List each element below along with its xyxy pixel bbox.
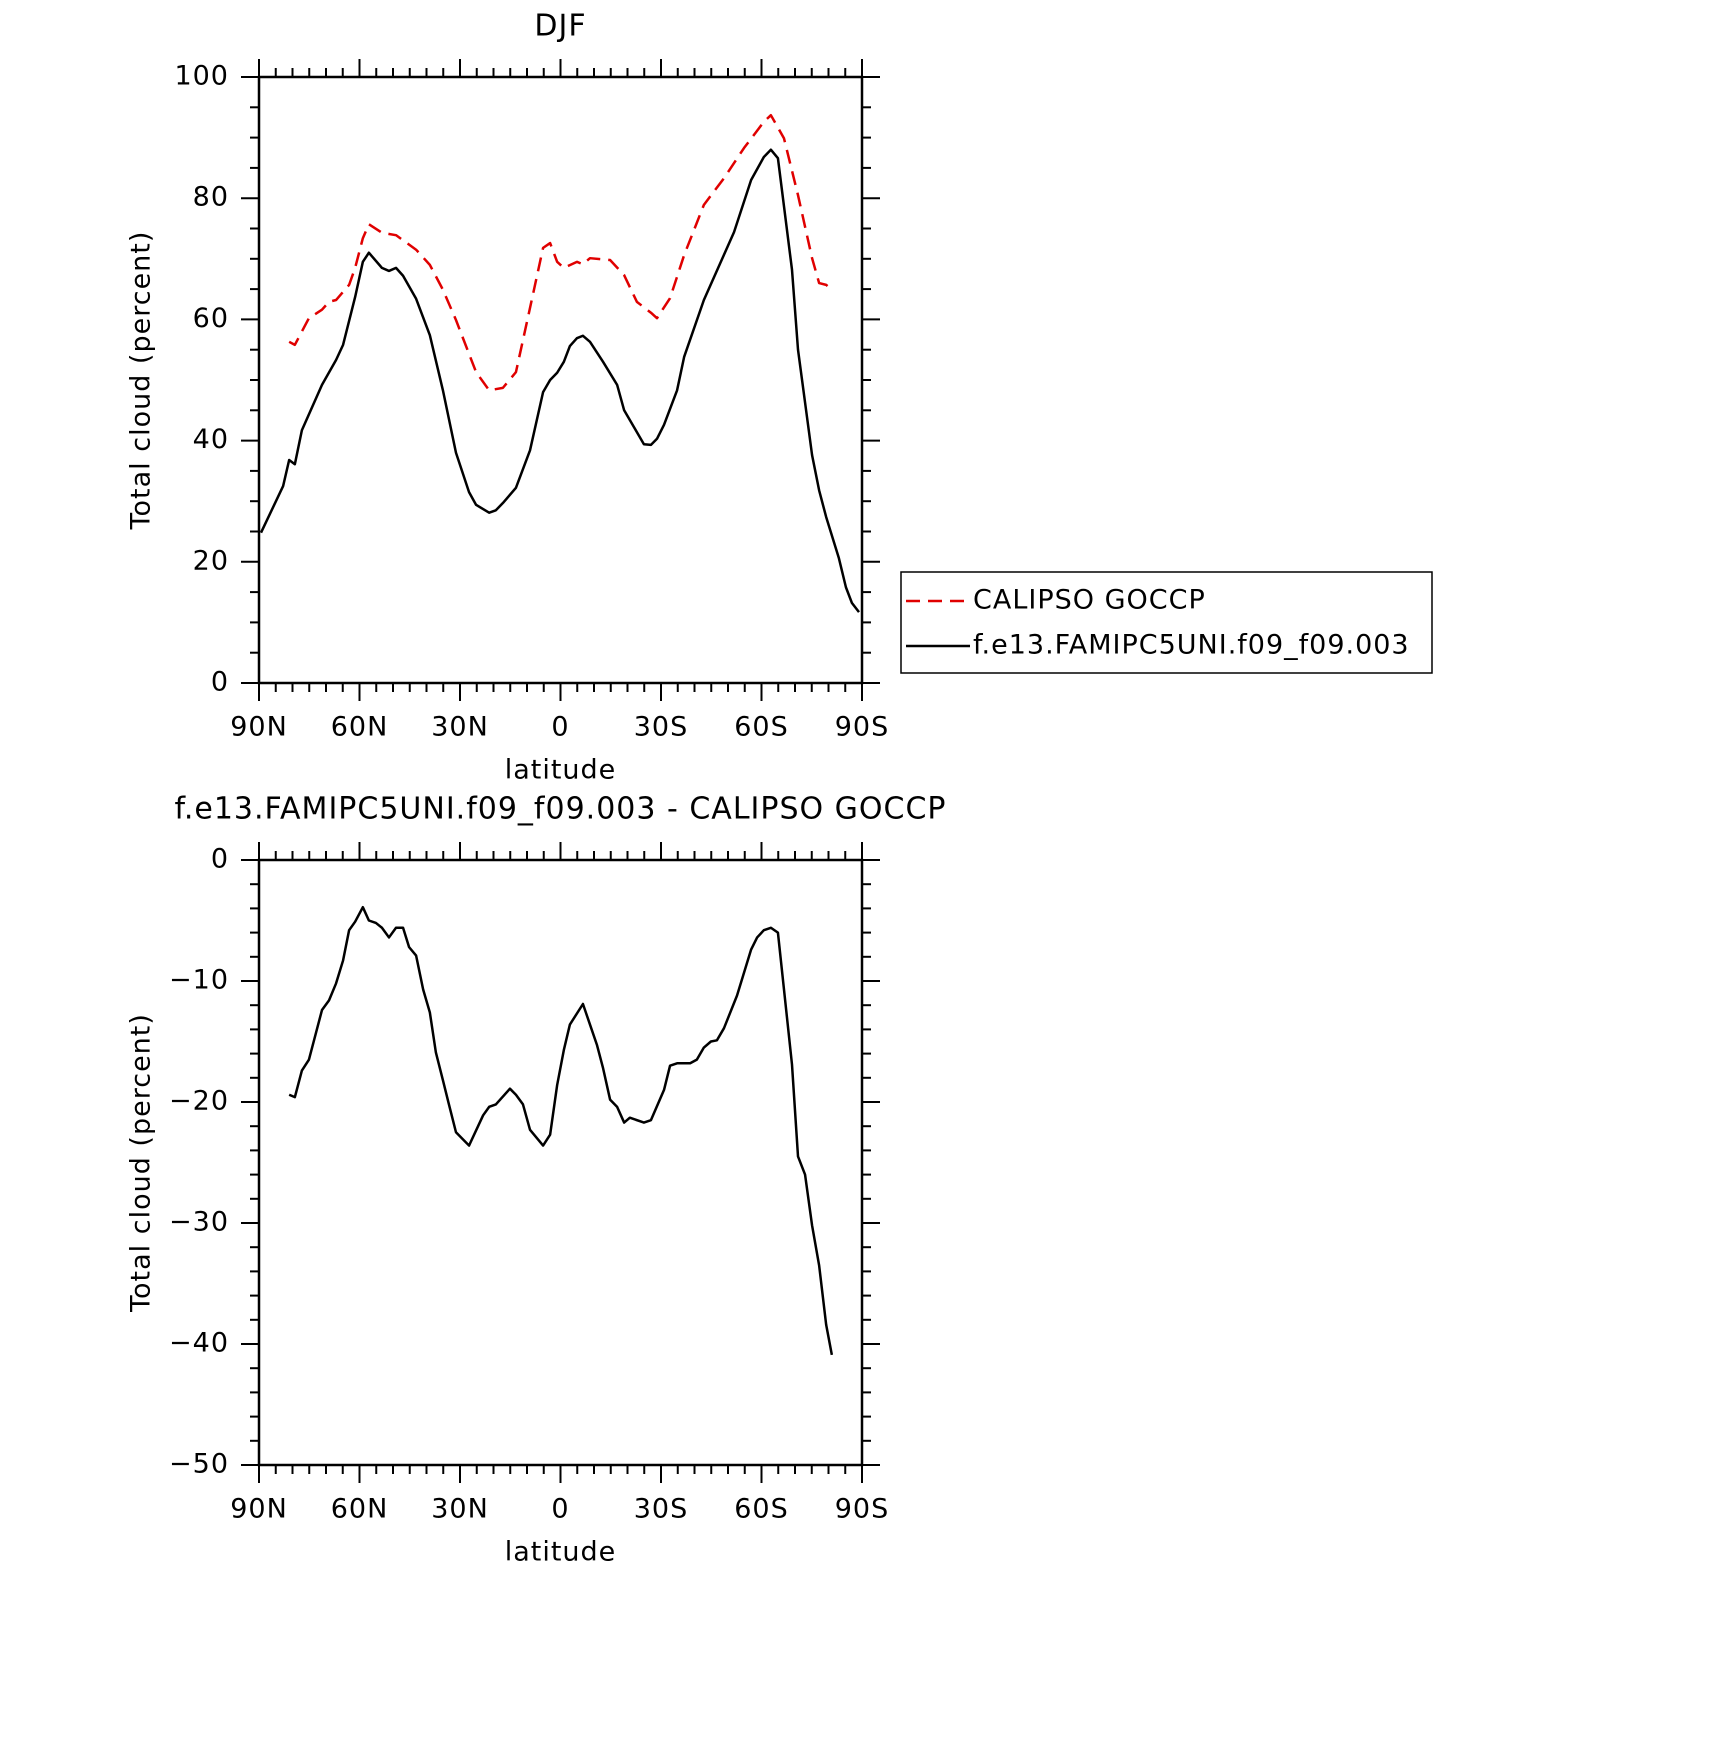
legend-label: CALIPSO GOCCP xyxy=(973,585,1206,616)
y-tick-label: 20 xyxy=(193,545,229,576)
x-tick-label: 30S xyxy=(634,712,689,743)
x-tick-label: 30N xyxy=(431,1494,489,1525)
x-tick-label: 0 xyxy=(551,1494,569,1525)
y-tick-label: −40 xyxy=(169,1328,229,1359)
y-axis-label: Total cloud (percent) xyxy=(126,1013,157,1313)
y-tick-label: −50 xyxy=(169,1449,229,1480)
chart-title: f.e13.FAMIPC5UNI.f09_f09.003 - CALIPSO G… xyxy=(174,792,946,827)
y-tick-label: 40 xyxy=(193,424,229,455)
x-axis-label: latitude xyxy=(505,755,617,786)
x-tick-label: 90S xyxy=(835,1494,890,1525)
x-tick-label: 0 xyxy=(551,712,569,743)
plot-frame xyxy=(257,858,864,1467)
x-tick-label: 30N xyxy=(431,712,489,743)
x-tick-label: 60S xyxy=(734,712,789,743)
x-tick-label: 60N xyxy=(331,712,389,743)
x-tick-label: 90N xyxy=(230,712,288,743)
y-tick-label: −30 xyxy=(169,1207,229,1238)
data-line xyxy=(259,148,860,613)
x-tick-label: 90S xyxy=(835,712,890,743)
x-tick-label: 90N xyxy=(230,1494,288,1525)
y-tick-label: 60 xyxy=(193,303,229,334)
x-tick-label: 60S xyxy=(734,1494,789,1525)
data-line xyxy=(288,905,834,1356)
chart-title: DJF xyxy=(534,9,586,44)
y-tick-label: 0 xyxy=(211,667,229,698)
legend-label: f.e13.FAMIPC5UNI.f09_f09.003 xyxy=(973,630,1410,661)
plot-frame xyxy=(257,75,864,685)
y-tick-label: 100 xyxy=(174,61,229,92)
y-axis-label: Total cloud (percent) xyxy=(126,231,157,531)
data-line xyxy=(288,113,833,392)
x-tick-label: 60N xyxy=(331,1494,389,1525)
y-tick-label: −20 xyxy=(169,1086,229,1117)
y-tick-label: 80 xyxy=(193,182,229,213)
y-tick-label: 0 xyxy=(211,844,229,875)
y-tick-label: −10 xyxy=(169,965,229,996)
x-axis-label: latitude xyxy=(505,1537,617,1568)
x-tick-label: 30S xyxy=(634,1494,689,1525)
legend-box xyxy=(900,571,1433,674)
